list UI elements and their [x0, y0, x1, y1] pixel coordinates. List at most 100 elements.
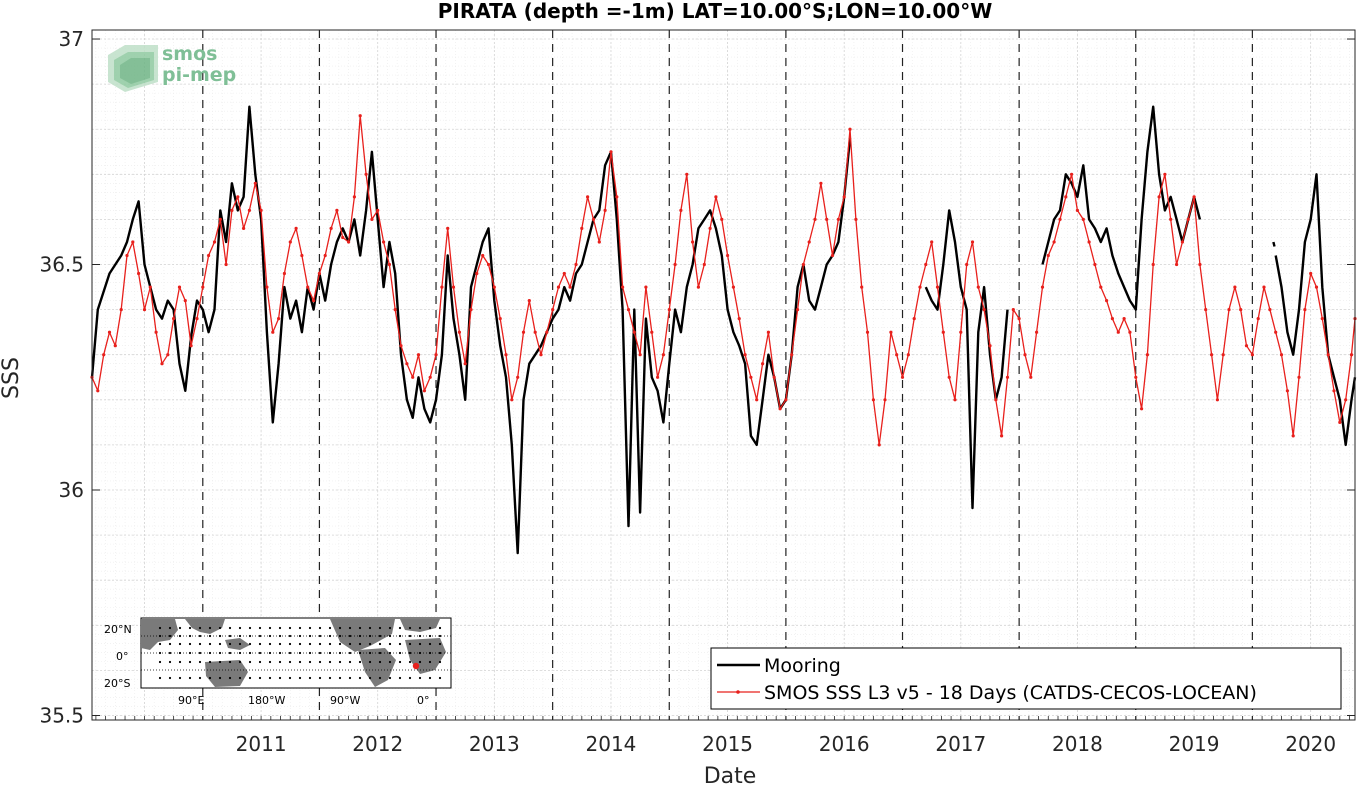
inset-dot: [428, 642, 432, 646]
inset-dot: [358, 676, 362, 680]
smos-series-point: [335, 208, 339, 212]
smos-series-point: [113, 344, 117, 348]
axis-ticks: [92, 38, 1355, 720]
inset-dot: [208, 626, 212, 630]
smos-series-point: [1087, 240, 1091, 244]
inset-dot: [438, 660, 442, 664]
smos-series-point: [416, 353, 421, 357]
smos-series-point: [195, 317, 199, 321]
legend-label-mooring: Mooring: [764, 655, 841, 677]
inset-dot: [278, 676, 282, 680]
inset-dot: [198, 642, 202, 646]
x-tick-label: 2011: [236, 732, 287, 756]
inset-dot: [188, 660, 192, 664]
smos-series-point: [1122, 317, 1126, 321]
smos-series-point: [836, 217, 841, 221]
smos-series-line: [91, 115, 1356, 446]
x-tick-label: 2013: [469, 732, 520, 756]
inset-dot: [228, 651, 232, 655]
smos-series-point: [935, 285, 940, 289]
inset-dot: [288, 676, 292, 680]
inset-dot: [238, 626, 242, 630]
smos-series-point: [201, 285, 205, 289]
smos-series-point: [1297, 375, 1301, 379]
smos-series-point: [422, 389, 426, 393]
inset-dot: [298, 642, 302, 646]
smos-series-point: [212, 240, 217, 244]
smos-series-point: [807, 240, 811, 244]
inset-dot: [318, 660, 322, 664]
smos-series-point: [871, 398, 876, 402]
smos-series-point: [941, 330, 945, 334]
x-tick-labels: 2011 2012 2013 2014 2015 2016 2017 2018 2019 2020: [236, 732, 1336, 756]
smos-series-point: [702, 262, 706, 267]
smos-series-point: [119, 308, 123, 312]
inset-dot: [228, 626, 232, 630]
smos-series-point: [160, 362, 164, 366]
legend-swatch-smos-marker: [736, 690, 740, 694]
smos-series-point: [166, 353, 170, 357]
smos-series-point: [329, 226, 333, 230]
inset-dot: [288, 626, 292, 630]
smos-series-point: [504, 353, 508, 357]
inset-dot: [378, 651, 382, 655]
smos-series-point: [1157, 195, 1161, 199]
smos-series-point: [1169, 217, 1173, 221]
x-tick-label: 2017: [935, 732, 986, 756]
inset-dot: [378, 660, 382, 664]
inset-dot: [358, 626, 362, 630]
smos-series-point: [148, 285, 152, 289]
inset-dot: [378, 676, 382, 680]
smos-series-point: [1180, 240, 1184, 244]
smos-series-point: [428, 375, 432, 379]
inset-dot: [368, 676, 372, 680]
smos-series-point: [586, 195, 590, 199]
inset-dot: [398, 676, 402, 680]
smos-series-point: [796, 308, 800, 312]
inset-dot: [218, 660, 222, 664]
smos-series-point: [1198, 262, 1202, 267]
smos-series-point: [685, 172, 689, 176]
smos-series-point: [743, 353, 747, 357]
smos-series-point: [562, 271, 566, 276]
smos-series-point: [673, 262, 677, 267]
inset-dot: [418, 676, 422, 680]
smos-series-point: [1210, 353, 1214, 357]
year-boundary-lines: [202, 30, 1253, 720]
inset-dot: [208, 676, 212, 680]
smos-series-point: [341, 235, 345, 240]
smos-series-point: [1000, 434, 1004, 438]
smos-series-point: [615, 195, 619, 199]
inset-location-map: 20°N 0° 20°S 90°E 180°W 90°W 0°: [104, 617, 452, 707]
smos-series-point: [142, 308, 147, 312]
smos-series-point: [976, 285, 980, 289]
smos-series-point: [1064, 195, 1068, 199]
smos-series-point: [376, 208, 380, 212]
smos-series-point: [568, 285, 572, 289]
inset-lat-20s: 20°S: [104, 677, 130, 690]
smos-series-point: [1233, 285, 1237, 289]
inset-dot: [178, 642, 182, 646]
inset-dot: [238, 660, 242, 664]
smos-series-point: [294, 226, 298, 230]
smos-series-point: [877, 443, 881, 447]
smos-series-point: [382, 240, 386, 244]
mooring-series-line: [1272, 241, 1276, 247]
smos-series-point: [1256, 317, 1260, 321]
smos-series-point: [1250, 353, 1254, 357]
smos-series-point: [1186, 217, 1190, 221]
inset-dot: [258, 676, 262, 680]
inset-dot: [308, 642, 312, 646]
smos-series-point: [1058, 217, 1062, 221]
smos-series-point: [784, 398, 788, 402]
smos-series-point: [183, 299, 187, 303]
smos-series-point: [399, 344, 403, 348]
smos-series-point: [282, 271, 286, 276]
inset-dot: [348, 676, 352, 680]
smos-series-point: [895, 353, 899, 357]
inset-dot: [268, 676, 272, 680]
inset-dot: [328, 642, 332, 646]
x-tick-label: 2019: [1169, 732, 1220, 756]
smos-series-point: [177, 285, 182, 289]
